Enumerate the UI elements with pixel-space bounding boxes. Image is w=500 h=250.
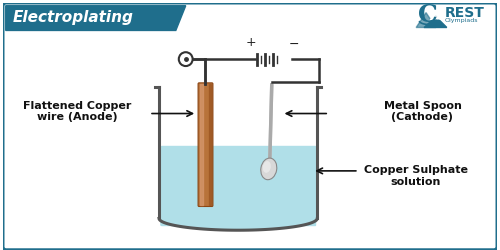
Text: C: C xyxy=(418,3,438,27)
Text: Olympiads: Olympiads xyxy=(445,18,478,23)
Text: Metal Spoon
(Cathode): Metal Spoon (Cathode) xyxy=(384,101,462,122)
FancyBboxPatch shape xyxy=(198,83,213,206)
Text: Electroplating: Electroplating xyxy=(12,10,134,25)
Polygon shape xyxy=(161,146,316,225)
Polygon shape xyxy=(416,13,436,28)
Text: Flattened Copper
wire (Anode): Flattened Copper wire (Anode) xyxy=(22,101,131,122)
Polygon shape xyxy=(430,16,442,20)
Text: Copper Sulphate
solution: Copper Sulphate solution xyxy=(364,165,468,187)
Polygon shape xyxy=(424,16,447,28)
Ellipse shape xyxy=(261,158,277,180)
Text: −: − xyxy=(288,38,299,51)
Polygon shape xyxy=(161,218,316,230)
Polygon shape xyxy=(269,85,272,161)
FancyBboxPatch shape xyxy=(3,3,497,250)
Ellipse shape xyxy=(263,161,271,173)
Text: +: + xyxy=(246,36,256,49)
Circle shape xyxy=(179,52,192,66)
Polygon shape xyxy=(6,6,186,30)
Text: REST: REST xyxy=(445,6,484,20)
